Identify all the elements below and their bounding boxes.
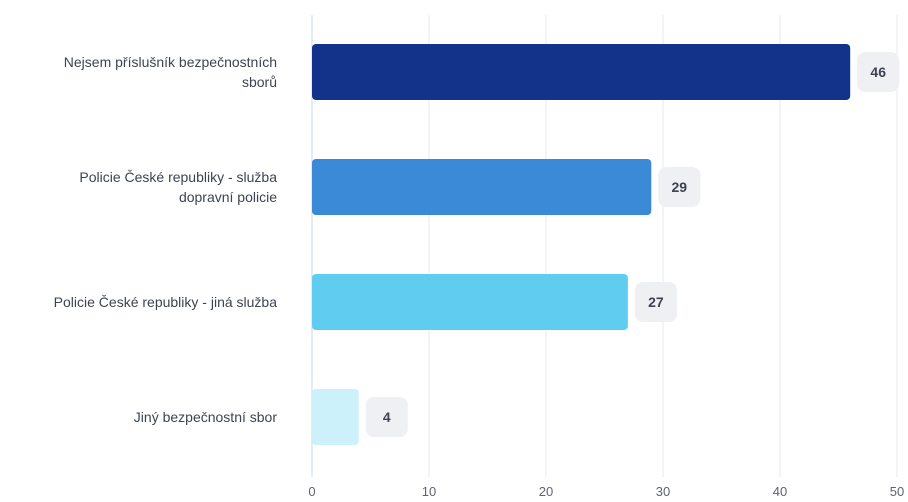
value-label-text-3: 27 (648, 294, 664, 310)
x-axis-ticks: 0 10 20 30 40 50 (308, 484, 904, 499)
category-label-3: Policie České republiky - jiná služba (54, 294, 278, 310)
category-label-4: Jiný bezpečnostní sbor (134, 409, 278, 425)
x-tick-label-10: 10 (422, 484, 436, 499)
value-label-2: 29 (658, 167, 701, 207)
x-tick-label-50: 50 (890, 484, 904, 499)
value-label-box-2 (658, 167, 701, 207)
value-label-1: 46 (857, 52, 900, 92)
value-label-text-4: 4 (383, 409, 391, 425)
value-label-box-3 (634, 282, 677, 322)
x-tick-label-30: 30 (656, 484, 670, 499)
x-tick-label-20: 20 (539, 484, 553, 499)
bar-1 (312, 44, 851, 100)
value-label-box-4 (365, 397, 408, 437)
category-labels: Nejsem příslušník bezpečnostních sborů Pol… (54, 54, 278, 425)
bar-3 (312, 274, 628, 330)
bars-layer (312, 44, 851, 445)
value-label-text-2: 29 (672, 179, 688, 195)
x-tick-label-40: 40 (773, 484, 787, 499)
value-label-box-1 (857, 52, 900, 92)
value-label-4: 4 (365, 397, 408, 437)
bar-2 (312, 159, 652, 215)
value-labels: 46 29 27 4 (365, 52, 900, 437)
x-tick-label-0: 0 (308, 484, 315, 499)
value-label-text-1: 46 (870, 64, 886, 80)
category-label-2: Policie České republiky - služba dopravní… (79, 169, 277, 205)
bar-4 (312, 389, 359, 445)
category-label-1: Nejsem příslušník bezpečnostních sborů (64, 54, 277, 90)
value-label-3: 27 (634, 282, 677, 322)
